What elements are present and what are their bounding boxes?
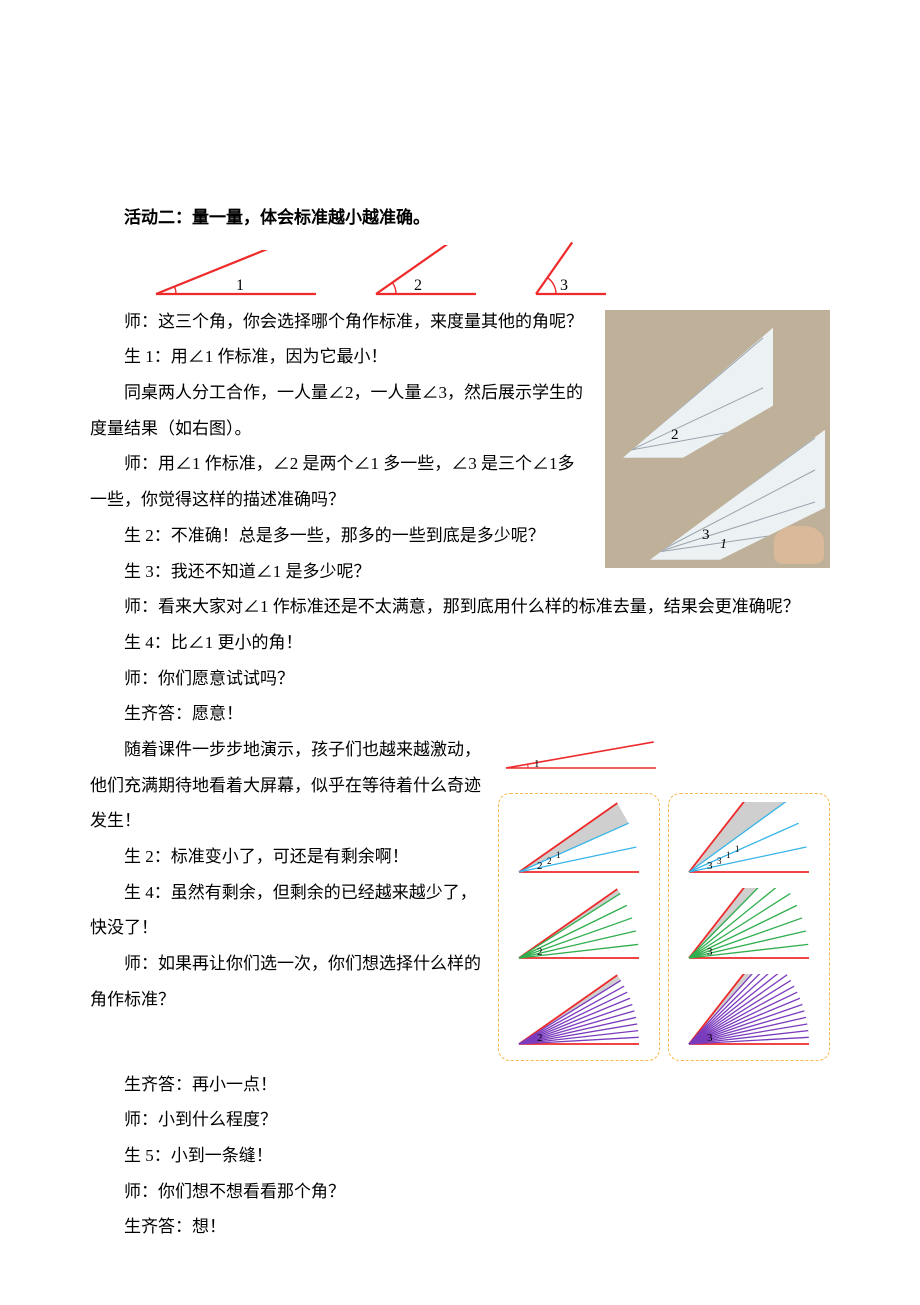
cell-1-right: 3 — [675, 888, 823, 966]
svg-text:1: 1 — [556, 850, 561, 860]
svg-text:2: 2 — [537, 860, 543, 872]
p17: 生 5：小到一条缝！ — [90, 1138, 830, 1174]
diagram-col-right: 3311 3 3 — [668, 793, 830, 1061]
svg-text:1: 1 — [726, 850, 731, 860]
p15: 生齐答：再小一点！ — [90, 1067, 830, 1103]
angle-2-figure: 2 — [370, 245, 480, 300]
cell-0-right: 3311 — [675, 802, 823, 880]
angle-3-figure: 3 — [530, 240, 610, 300]
p07: 师：看来大家对∠1 作标准还是不太满意，那到底用什么样的标准去量，结果会更准确呢… — [90, 589, 830, 625]
measurement-photo: 2 3 1 — [605, 310, 830, 568]
svg-text:1: 1 — [236, 277, 244, 294]
svg-text:3: 3 — [707, 1032, 713, 1044]
p19: 生齐答：想！ — [90, 1209, 830, 1245]
photo-label-1: 1 — [720, 530, 727, 559]
subdivision-diagram: 1 221 2 2 3311 3 3 — [498, 734, 830, 1061]
reference-small-angle: 1 — [498, 734, 668, 774]
svg-text:2: 2 — [547, 856, 552, 866]
cell-2-left: 2 — [505, 974, 653, 1052]
svg-text:3: 3 — [707, 946, 713, 958]
p08: 生 4：比∠1 更小的角！ — [90, 625, 830, 661]
p16: 师：小到什么程度？ — [90, 1102, 830, 1138]
cell-0-left: 221 — [505, 802, 653, 880]
svg-text:3: 3 — [707, 860, 713, 872]
svg-text:3: 3 — [560, 277, 568, 294]
cell-2-right: 3 — [675, 974, 823, 1052]
svg-text:2: 2 — [537, 946, 543, 958]
angle-1-figure: 1 — [150, 250, 320, 300]
top-angles-row: 1 2 3 — [150, 240, 830, 300]
cell-1-left: 2 — [505, 888, 653, 966]
p09: 师：你们愿意试试吗？ — [90, 661, 830, 697]
svg-text:3: 3 — [717, 856, 722, 866]
svg-text:2: 2 — [537, 1032, 543, 1044]
svg-text:1: 1 — [534, 758, 540, 770]
activity-heading: 活动二：量一量，体会标准越小越准确。 — [90, 200, 830, 236]
hand-shape — [774, 526, 824, 564]
photo-label-2: 2 — [671, 420, 679, 452]
photo-label-3: 3 — [702, 520, 710, 552]
p18: 师：你们想不想看看那个角？ — [90, 1174, 830, 1210]
svg-text:1: 1 — [735, 844, 740, 854]
p10: 生齐答：愿意！ — [90, 696, 830, 732]
diagram-col-left: 221 2 2 — [498, 793, 660, 1061]
svg-text:2: 2 — [414, 277, 422, 294]
